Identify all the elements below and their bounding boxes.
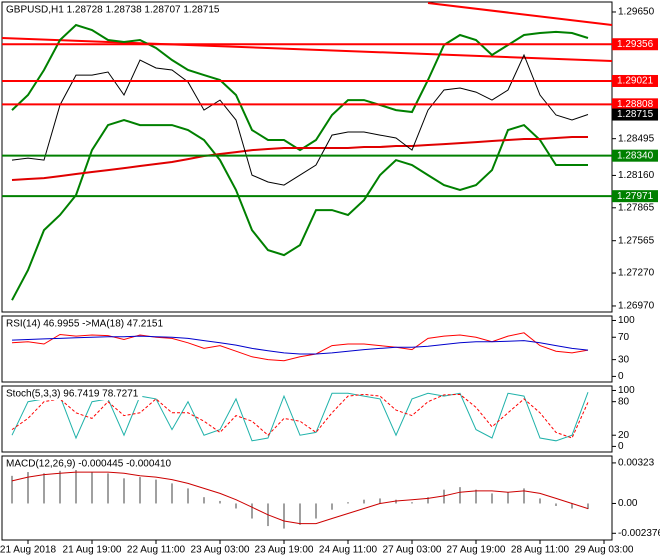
- price-tag: [612, 108, 658, 121]
- y-tick-label: 0: [618, 371, 624, 382]
- y-tick-label: 1.27565: [618, 235, 655, 246]
- histogram-bar: [75, 469, 77, 504]
- panel-frame: [1, 315, 613, 383]
- panel-title: MACD(12,26,9) -0.000445 -0.000410: [6, 459, 172, 470]
- x-tick-label: 22 Aug 11:00: [127, 545, 186, 556]
- panel-title: Stoch(5,3,3) 96.7419 78.7271: [6, 389, 139, 400]
- histogram-bar: [283, 503, 285, 529]
- histogram-bar: [475, 489, 477, 504]
- histogram-bar: [427, 497, 429, 504]
- histogram-bar: [411, 502, 413, 504]
- level-tag: [612, 38, 658, 51]
- histogram-bar: [395, 499, 397, 504]
- y-tick-label: 0.00323: [618, 458, 655, 469]
- histogram-bar: [571, 503, 573, 509]
- level-label: 1.28340: [617, 150, 654, 161]
- y-tick-label: 0.00: [618, 498, 638, 509]
- y-tick-label: 100: [618, 385, 635, 396]
- y-tick-label: 1.26970: [618, 301, 655, 312]
- x-tick-label: 28 Aug 11:00: [511, 545, 570, 556]
- y-tick-label: 0: [618, 441, 624, 452]
- series-line: [11, 136, 588, 181]
- series-line: [11, 53, 589, 186]
- histogram-bar: [91, 472, 93, 504]
- histogram-bar: [379, 498, 381, 504]
- histogram-bar: [43, 473, 45, 504]
- y-tick-label: 100: [618, 315, 635, 326]
- x-tick-label: 21 Aug 2018: [0, 545, 57, 556]
- title-bg: [4, 388, 143, 400]
- level-label: 1.28808: [617, 99, 654, 110]
- level-label: 1.29021: [617, 76, 654, 87]
- level-label: 1.27971: [617, 191, 654, 202]
- y-tick-label: 1.27270: [618, 268, 655, 279]
- histogram-bar: [299, 503, 301, 525]
- y-tick-label: 1.29650: [618, 7, 655, 18]
- x-tick-label: 27 Aug 19:00: [447, 545, 506, 556]
- panel-frame: [1, 455, 613, 541]
- level-tag: [612, 149, 658, 162]
- trend-line: [427, 1, 613, 27]
- series-line: [11, 471, 589, 525]
- histogram-bar: [523, 488, 525, 504]
- histogram-bar: [219, 500, 221, 504]
- histogram-bar: [347, 502, 349, 504]
- histogram-bar: [251, 503, 253, 519]
- y-tick-label: 1.28160: [618, 170, 655, 181]
- x-tick-label: 21 Aug 19:00: [63, 545, 122, 556]
- y-tick-label: 20: [618, 430, 630, 441]
- level-tag: [612, 98, 658, 111]
- histogram-bar: [539, 498, 541, 504]
- histogram-bar: [11, 475, 13, 504]
- histogram-bar: [27, 472, 29, 504]
- histogram-bar: [59, 470, 61, 504]
- panel-frame: [1, 385, 613, 453]
- x-tick-label: 29 Aug 03:00: [575, 545, 634, 556]
- histogram-bar: [315, 503, 317, 519]
- histogram-bar: [139, 477, 141, 504]
- series-line: [11, 23, 589, 152]
- x-tick-label: 27 Aug 03:00: [383, 545, 442, 556]
- panel-title: RSI(14) 46.9955 ->MA(18) 47.2151: [6, 319, 163, 330]
- histogram-bar: [171, 483, 173, 504]
- price-tag-label: 1.28715: [617, 109, 654, 120]
- histogram-bar: [555, 503, 557, 506]
- series-line: [11, 335, 589, 355]
- histogram-bar: [155, 479, 157, 504]
- histogram-bar: [203, 497, 205, 504]
- x-tick-label: 23 Aug 19:00: [255, 545, 314, 556]
- title-bg: [4, 458, 176, 470]
- histogram-bar: [363, 499, 365, 504]
- y-tick-label: 80: [618, 396, 630, 407]
- histogram-bar: [235, 503, 237, 509]
- histogram-bar: [443, 489, 445, 504]
- series-line: [11, 118, 588, 301]
- level-tag: [612, 190, 658, 203]
- histogram-bar: [491, 493, 493, 504]
- y-tick-label: 30: [618, 354, 630, 365]
- title-bg: [4, 4, 224, 16]
- x-tick-label: 24 Aug 11:00: [319, 545, 378, 556]
- y-tick-label: 1.28495: [618, 133, 655, 144]
- histogram-bar: [331, 503, 333, 510]
- title-bg: [4, 318, 168, 330]
- series-line: [11, 393, 589, 439]
- panel-title: GBPUSD,H1 1.28728 1.28738 1.28707 1.2871…: [6, 5, 220, 16]
- x-tick-label: 23 Aug 03:00: [191, 545, 250, 556]
- y-tick-label: -0.002376: [618, 528, 660, 539]
- level-label: 1.29356: [617, 39, 654, 50]
- trend-line: [1, 36, 613, 63]
- histogram-bar: [507, 492, 509, 504]
- level-tag: [612, 74, 658, 87]
- histogram-bar: [123, 478, 125, 504]
- histogram-bar: [107, 473, 109, 504]
- histogram-bar: [459, 487, 461, 504]
- histogram-bar: [587, 503, 589, 510]
- histogram-bar: [187, 488, 189, 504]
- y-tick-label: 70: [618, 332, 630, 343]
- y-tick-label: 1.27865: [618, 202, 655, 213]
